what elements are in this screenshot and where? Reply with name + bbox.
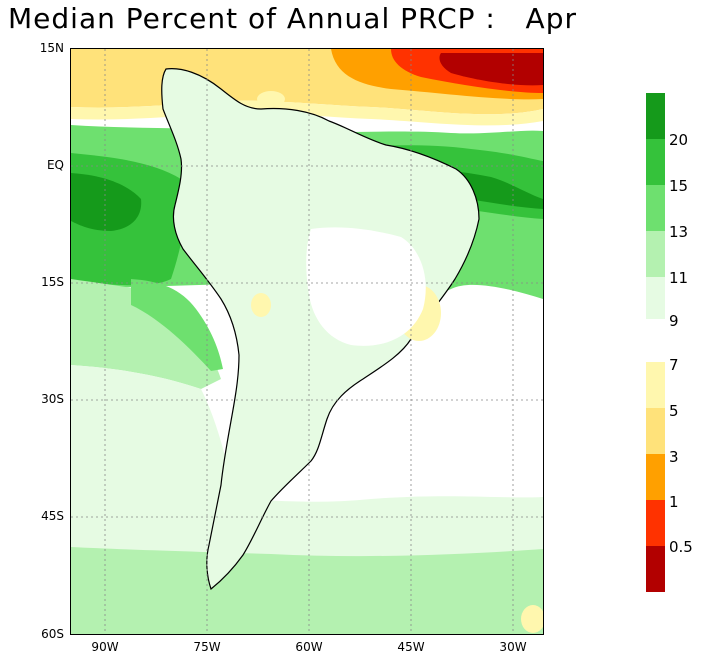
legend-label-1: 1 — [669, 493, 679, 511]
central-white-region — [306, 227, 426, 346]
lon-label-90w: 90W — [91, 640, 119, 654]
dry-pocket-north — [257, 91, 285, 107]
map-title: Median Percent of Annual PRCP : Apr — [8, 2, 577, 35]
legend-label-0.5: 0.5 — [669, 538, 693, 556]
north-dry-band-darkred — [439, 53, 543, 86]
legend-swatch-lt0.5 — [646, 546, 665, 592]
legend-swatch-1-3 — [646, 454, 665, 500]
legend-label-3: 3 — [669, 448, 679, 466]
equatorial-wet-band-20 — [71, 173, 142, 231]
lat-label-30s: 30S — [41, 392, 64, 406]
lat-label-45s: 45S — [41, 509, 64, 523]
precip-map — [71, 49, 543, 634]
legend-swatch-gt20 — [646, 93, 665, 139]
legend-swatch-11-13 — [646, 231, 665, 277]
legend-label-13: 13 — [669, 223, 689, 241]
legend-label-15: 15 — [669, 177, 689, 195]
graticule — [71, 49, 543, 634]
legend-swatch-5-7 — [646, 362, 665, 408]
lon-label-45w: 45W — [397, 640, 425, 654]
legend-swatch-9-11 — [646, 277, 665, 319]
legend-label-9: 9 — [669, 312, 679, 330]
legend-swatch-15-20 — [646, 139, 665, 185]
pacific-plume-11 — [71, 279, 221, 389]
lon-label-75w: 75W — [193, 640, 221, 654]
dry-pocket-southeast — [521, 605, 543, 633]
lat-label-eq: EQ — [46, 158, 64, 172]
legend-swatch-3-5 — [646, 408, 665, 454]
lat-label-60s: 60S — [41, 627, 64, 641]
dry-pocket-andes — [251, 293, 271, 317]
legend-label-5: 5 — [669, 402, 679, 420]
legend-swatch-0.5-1 — [646, 500, 665, 546]
lat-label-15n: 15N — [39, 41, 64, 55]
lon-label-30w: 30W — [499, 640, 527, 654]
legend-swatch-13-15 — [646, 185, 665, 231]
map-panel — [70, 48, 544, 635]
lat-label-15s: 15S — [41, 275, 64, 289]
legend-label-7: 7 — [669, 356, 679, 374]
legend-label-11: 11 — [669, 269, 689, 287]
pacific-plume-13 — [131, 279, 223, 371]
south-america-continent — [161, 68, 480, 591]
lon-label-60w: 60W — [295, 640, 323, 654]
legend-label-20: 20 — [669, 131, 689, 149]
south-ocean-9-11-band — [71, 479, 543, 557]
